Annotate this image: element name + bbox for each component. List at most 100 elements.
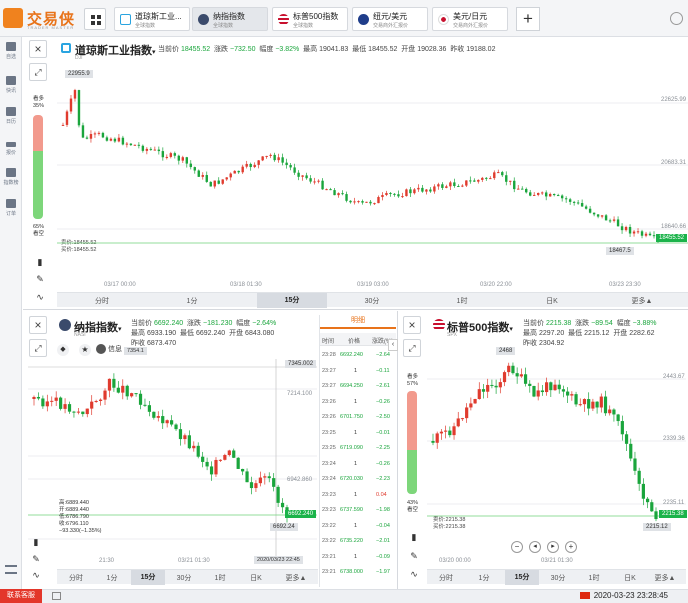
- tf-option[interactable]: 1分: [478, 575, 490, 582]
- tf-option[interactable]: 分时: [439, 575, 453, 582]
- star-icon: ★: [81, 345, 89, 354]
- candle-body: [61, 124, 65, 126]
- menu-icon: [5, 565, 17, 574]
- tab-nzdusd[interactable]: 纽元/美元 交易商外汇报价: [352, 7, 428, 31]
- app-logo[interactable]: 交易侠 TRADER MASTER: [3, 8, 83, 30]
- draw-tool-button[interactable]: ✎: [407, 549, 421, 563]
- indicator-button[interactable]: ∿: [33, 290, 47, 304]
- candle-type-button[interactable]: ▮: [33, 255, 47, 269]
- tf-option[interactable]: 日K: [546, 298, 558, 305]
- instrument-title[interactable]: 纳指指数▾: [74, 319, 122, 335]
- layout-grid-button[interactable]: [84, 8, 106, 30]
- tab-spx[interactable]: 标普500指数 全球指数: [272, 7, 348, 31]
- tf-option[interactable]: 日K: [250, 575, 262, 582]
- instrument-title[interactable]: 标普500指数▾: [447, 319, 513, 335]
- buy-price: 买价:18455.52: [61, 247, 97, 253]
- candle-body: [225, 177, 228, 180]
- tf-option[interactable]: 分时: [69, 575, 83, 582]
- expand-panel-button[interactable]: ⤢: [29, 339, 47, 357]
- tab-sublabel: 全球指数: [213, 23, 234, 29]
- tf-option[interactable]: 日K: [624, 575, 636, 582]
- indicator-button[interactable]: ∿: [407, 567, 421, 581]
- sidebar-item-quote[interactable]: 报价: [0, 138, 22, 156]
- tf-option[interactable]: 30分: [176, 575, 192, 582]
- scroll-left-button[interactable]: ◂: [529, 541, 541, 553]
- tf-more[interactable]: 更多▲: [631, 298, 653, 305]
- candle-type-button[interactable]: ▮: [29, 535, 43, 549]
- tf-option[interactable]: 1时: [588, 575, 600, 582]
- dji-candlestick-chart[interactable]: [57, 65, 688, 283]
- expand-panel-button[interactable]: ⤢: [403, 339, 421, 357]
- candle-body: [265, 155, 268, 157]
- customer-service-button[interactable]: 联系客服: [0, 589, 42, 603]
- expand-icon: ⤢: [34, 343, 42, 353]
- draw-tool-button[interactable]: ✎: [29, 552, 43, 566]
- scroll-right-button[interactable]: ▸: [547, 541, 559, 553]
- tf-option[interactable]: 分时: [95, 298, 109, 305]
- draw-tool-button[interactable]: ✎: [33, 272, 47, 286]
- sidebar-menu-button[interactable]: [0, 565, 22, 574]
- tf-option[interactable]: 1时: [456, 298, 468, 305]
- candle-body: [157, 149, 161, 152]
- tf-option[interactable]: 1时: [214, 575, 226, 582]
- tf-more[interactable]: 更多▲: [654, 575, 676, 582]
- candle-body: [112, 378, 116, 388]
- tf-option[interactable]: 1分: [186, 298, 198, 305]
- tab-nasdaq[interactable]: 纳指指数 全球指数: [192, 7, 268, 31]
- tf-option[interactable]: 30分: [364, 298, 380, 305]
- candle-body: [50, 400, 54, 402]
- sidebar-label: 报价: [5, 150, 16, 156]
- tab-sublabel: 全球指数: [293, 23, 314, 29]
- favorite-button[interactable]: ★: [79, 344, 91, 356]
- sidebar-item-calendar[interactable]: 日历: [0, 107, 22, 125]
- candle-body: [269, 154, 272, 156]
- stat-label: 开盘: [401, 46, 416, 53]
- candle-body: [236, 457, 240, 469]
- candle-body: [196, 445, 200, 457]
- tick-change: −0.04: [376, 522, 390, 529]
- sidebar-item-watchlist[interactable]: 自选: [0, 42, 22, 60]
- candle-body: [515, 373, 519, 377]
- candle-body: [353, 201, 356, 203]
- sidebar-item-orders[interactable]: 订单: [0, 199, 22, 217]
- tab-tick-detail[interactable]: 明细: [320, 315, 396, 329]
- candle-body: [588, 208, 592, 213]
- indicator-button[interactable]: ∿: [29, 568, 43, 582]
- x-tick-label: 03/21 01:30: [178, 558, 210, 564]
- tf-option-active[interactable]: 15分: [257, 293, 327, 308]
- candle-body: [461, 185, 464, 187]
- tf-option-active[interactable]: 15分: [131, 570, 165, 585]
- candle-type-button[interactable]: ▮: [407, 530, 421, 544]
- tf-more[interactable]: 更多▲: [285, 575, 307, 582]
- add-tab-button[interactable]: +: [516, 7, 540, 31]
- sidebar-item-ranking[interactable]: 指数榜: [0, 168, 22, 186]
- nasdaq-candlestick-chart[interactable]: [28, 359, 317, 559]
- user-icon[interactable]: [670, 12, 683, 25]
- gauge-bear-fill: [33, 151, 43, 219]
- instrument-title[interactable]: 道琼斯工业指数▾: [75, 42, 156, 58]
- spx-candlestick-chart[interactable]: [427, 351, 686, 551]
- tf-option-active[interactable]: 15分: [505, 570, 539, 585]
- close-panel-button[interactable]: ×: [29, 316, 47, 334]
- tab-usdjpy[interactable]: 美元/日元 交易商外汇报价: [432, 7, 508, 31]
- instrument-code: NASI: [74, 332, 86, 338]
- tf-option[interactable]: 1分: [106, 575, 118, 582]
- candle-body: [650, 502, 654, 512]
- candle-body: [63, 404, 67, 409]
- zoom-out-button[interactable]: −: [511, 541, 523, 553]
- collapse-ticks-button[interactable]: ‹: [388, 339, 398, 351]
- tick-row: 23:23 1 0.04: [320, 491, 396, 501]
- close-panel-button[interactable]: ×: [29, 40, 47, 58]
- info-button[interactable]: 信息: [96, 344, 122, 355]
- candle-body: [277, 157, 280, 161]
- chat-icon[interactable]: [52, 592, 61, 600]
- close-panel-button[interactable]: ×: [403, 316, 421, 334]
- expand-panel-button[interactable]: ⤢: [29, 63, 47, 81]
- candle-body: [94, 400, 98, 402]
- tf-option[interactable]: 30分: [550, 575, 566, 582]
- candle-body: [81, 125, 85, 138]
- zoom-in-button[interactable]: +: [565, 541, 577, 553]
- tab-dji[interactable]: 道琼斯工业... 全球指数: [114, 7, 190, 31]
- sidebar-item-news[interactable]: 快讯: [0, 76, 22, 94]
- alert-button[interactable]: ◆: [57, 344, 69, 356]
